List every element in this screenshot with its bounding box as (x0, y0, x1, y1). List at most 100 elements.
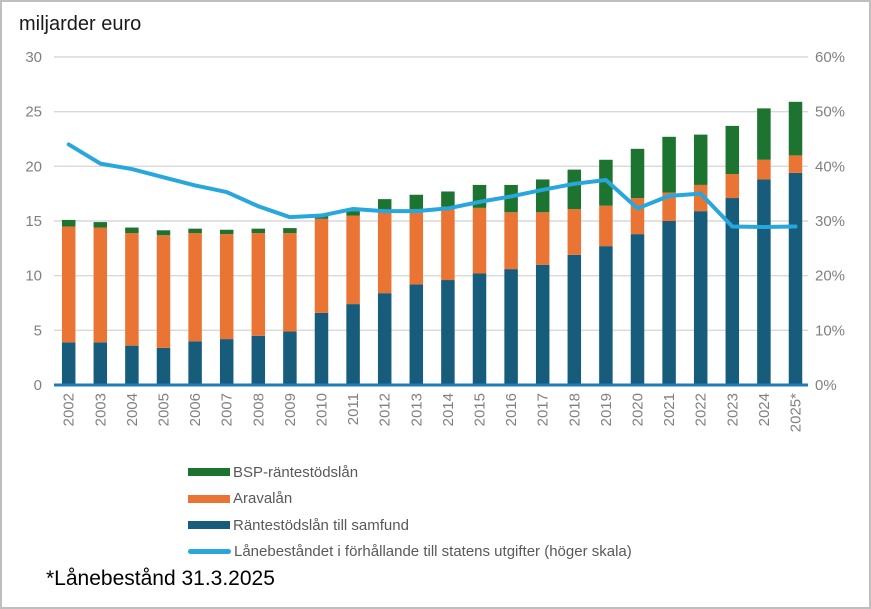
bar-segment (377, 293, 392, 385)
y-axis-left-tick-label: 30 (25, 49, 42, 66)
x-axis-tick-label: 2011 (345, 393, 362, 425)
bar-segment (346, 211, 360, 216)
x-axis-tick-label: 2022 (693, 393, 710, 426)
legend-item-aravalan: Aravalån (188, 486, 632, 513)
bar-segment (788, 155, 803, 173)
bar-segment (188, 233, 202, 342)
legend: BSP-räntestödslån Aravalån Räntestödslån… (188, 459, 632, 565)
y-axis-right-tick-label: 0% (815, 377, 837, 394)
bar-segment (630, 234, 645, 385)
bar-segment (693, 184, 708, 212)
bar-segment (346, 304, 360, 385)
bar-segment (757, 159, 771, 180)
legend-label: Räntestödslån till samfund (233, 516, 409, 534)
x-axis-tick-label: 2012 (377, 393, 394, 426)
x-axis-tick-label: 2014 (440, 393, 457, 426)
bar-segment (219, 229, 234, 235)
bar-segment (441, 206, 455, 281)
bar-segment (630, 148, 645, 199)
y-axis-right-tick-label: 20% (815, 268, 845, 285)
bar-segment (599, 246, 613, 385)
bar-segment (757, 179, 771, 385)
legend-label: Aravalån (233, 490, 293, 508)
bar-segment (314, 218, 329, 313)
legend-label: Lånebeståndet i förhållande till statens… (234, 543, 632, 561)
x-axis-tick-label: 2017 (535, 393, 552, 426)
bar-segment (599, 205, 613, 247)
legend-item-samfund: Räntestödslån till samfund (188, 512, 632, 539)
y-axis-left-tick-label: 20 (25, 158, 42, 175)
bar-segment (788, 101, 803, 156)
bar-segment (125, 345, 139, 385)
y-axis-left-tick-label: 15 (25, 213, 42, 230)
bar-segment (441, 191, 455, 207)
x-axis-tick-label: 2005 (156, 393, 173, 426)
bar-segment (409, 284, 424, 385)
x-axis-tick-label: 2019 (598, 393, 615, 426)
bar-segment (251, 335, 266, 385)
legend-swatch-green (188, 468, 230, 477)
bar-segment (725, 198, 740, 385)
x-axis-tick-label: 2024 (756, 393, 773, 426)
legend-item-line: Lånebeståndet i förhållande till statens… (188, 539, 632, 566)
bar-segment (567, 254, 582, 385)
bar-segment (283, 331, 297, 385)
bar-segment (61, 219, 76, 227)
x-axis-tick-label: 2006 (187, 393, 204, 426)
legend-item-bsp: BSP-räntestödslån (188, 459, 632, 486)
x-axis-tick-label: 2020 (630, 393, 647, 426)
x-axis-tick-label: 2021 (661, 393, 678, 426)
bar-segment (535, 212, 550, 265)
bar-segment (757, 108, 771, 160)
bar-segment (156, 235, 171, 348)
bar-segment (188, 228, 202, 234)
bar-segment (441, 280, 455, 385)
bar-segment (125, 227, 139, 234)
bar-segment (662, 136, 676, 193)
legend-swatch-blue (188, 521, 230, 530)
x-axis-tick-label: 2025* (788, 393, 805, 432)
bar-segment (504, 212, 518, 270)
bar-segment (93, 222, 108, 228)
bar-segment (377, 211, 392, 294)
x-axis-tick-label: 2008 (250, 393, 267, 426)
bar-segment (219, 234, 234, 340)
bar-segment (156, 230, 171, 236)
y-axis-right-tick-label: 40% (815, 158, 845, 175)
bar-segment (472, 207, 487, 274)
bar-segment (662, 192, 676, 221)
x-axis-tick-label: 2004 (124, 393, 141, 426)
bar-segment (693, 211, 708, 385)
x-axis-tick-label: 2023 (724, 393, 741, 426)
bar-segment (219, 339, 234, 385)
y-axis-left-tick-label: 5 (34, 322, 42, 339)
chart-title: miljarder euro (19, 13, 142, 35)
trend-line (66, 142, 798, 230)
bar-segment (251, 233, 266, 336)
bar-segment (61, 226, 76, 343)
x-axis-tick-label: 2015 (472, 393, 489, 426)
x-axis-tick-label: 2002 (61, 393, 78, 426)
y-axis-left-tick-label: 25 (25, 104, 42, 121)
bar-segment (283, 228, 297, 234)
y-axis-right-tick-label: 10% (815, 322, 845, 339)
bar-segment (535, 179, 550, 213)
bar-segment (662, 221, 676, 385)
x-axis-tick-label: 2003 (92, 393, 109, 426)
bar-segment (61, 342, 76, 385)
bar-segment (567, 169, 582, 209)
legend-label: BSP-räntestödslån (233, 463, 359, 481)
x-axis-tick-label: 2007 (219, 393, 236, 426)
bar-segment (377, 199, 392, 212)
legend-swatch-line (188, 549, 231, 555)
y-axis-right-tick-label: 30% (815, 213, 845, 230)
bar-segment (346, 215, 360, 305)
x-axis-tick-label: 2018 (566, 393, 583, 426)
x-axis-tick-label: 2013 (408, 393, 425, 426)
y-axis-left-tick-label: 0 (34, 377, 42, 394)
bar-segment (725, 125, 740, 174)
bar-segment (314, 312, 329, 385)
bar-segment (251, 228, 266, 234)
